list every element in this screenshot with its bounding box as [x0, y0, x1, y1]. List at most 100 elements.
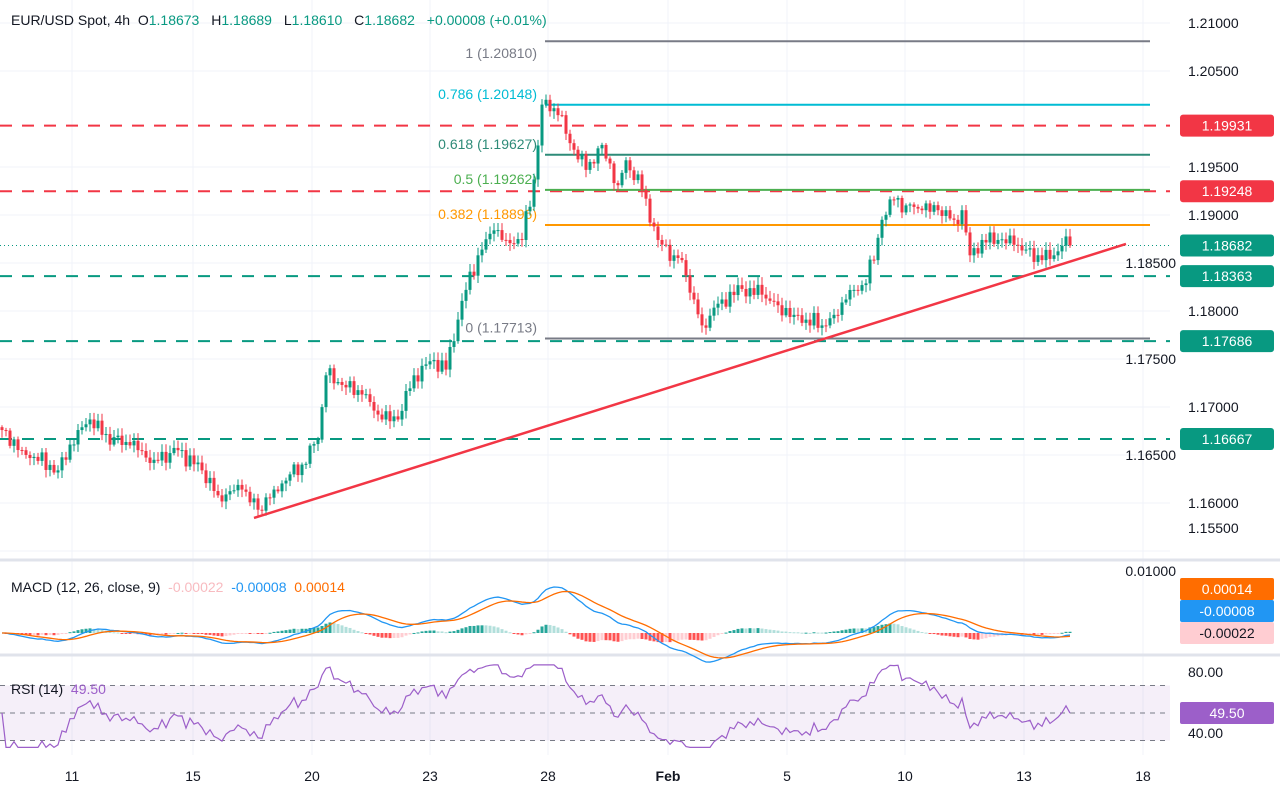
- candle: [148, 449, 152, 471]
- candle: [1032, 240, 1036, 270]
- candle: [52, 460, 56, 475]
- candle: [248, 486, 252, 507]
- macd-histogram-bar: [944, 633, 948, 636]
- macd-histogram-bar: [884, 624, 888, 633]
- candle: [472, 264, 476, 280]
- candle-body: [928, 203, 932, 212]
- macd-signal-line: [1, 590, 1071, 659]
- candle-body: [220, 495, 224, 502]
- macd-histogram-bar: [192, 633, 196, 634]
- candle: [988, 226, 992, 250]
- candle: [1036, 247, 1040, 266]
- candle: [252, 493, 256, 510]
- candle: [336, 378, 340, 386]
- macd-histogram-bar: [656, 633, 660, 643]
- candle-body: [128, 441, 132, 446]
- candle-body: [212, 477, 216, 492]
- macd-histogram-bar: [324, 623, 328, 633]
- candle-body: [400, 410, 404, 420]
- candle: [664, 239, 668, 248]
- macd-histogram-bar: [248, 633, 252, 634]
- candle: [792, 307, 796, 325]
- macd-histogram-bar: [700, 633, 704, 641]
- candle: [624, 157, 628, 180]
- macd-histogram-bar: [316, 627, 320, 633]
- candle-body: [644, 190, 648, 199]
- candle: [780, 297, 784, 322]
- candle: [468, 264, 472, 295]
- candle: [356, 385, 360, 402]
- candle-body: [272, 489, 276, 498]
- candle-body: [664, 244, 668, 246]
- macd-histogram-bar: [736, 628, 740, 633]
- candle: [176, 440, 180, 457]
- macd-histogram-bar: [532, 632, 536, 634]
- candle-body: [40, 452, 44, 461]
- candle: [932, 201, 936, 216]
- candle: [1004, 232, 1008, 250]
- candle-body: [812, 312, 816, 326]
- candle-body: [780, 305, 784, 316]
- macd-histogram-bar: [24, 633, 28, 636]
- candle-body: [304, 463, 308, 465]
- macd-histogram-bar: [764, 629, 768, 633]
- macd-histogram-bar: [540, 626, 544, 633]
- level-price-badge: [1180, 114, 1274, 137]
- candle-body: [28, 454, 32, 459]
- candle: [220, 489, 224, 508]
- macd-histogram-bar: [312, 627, 316, 633]
- candle-body: [240, 484, 244, 490]
- candle: [224, 488, 228, 510]
- macd-histogram-bar: [204, 633, 208, 635]
- candle: [528, 200, 532, 216]
- candle-body: [1036, 255, 1040, 262]
- candle: [808, 312, 812, 333]
- candle: [676, 249, 680, 264]
- macd-title: MACD (12, 26, close, 9): [11, 579, 161, 595]
- candle-body: [968, 232, 972, 256]
- candle-body: [524, 211, 528, 240]
- candle-body: [556, 108, 560, 116]
- candle: [104, 427, 108, 443]
- candle-body: [940, 210, 944, 216]
- macd-histogram-bar: [608, 633, 612, 641]
- macd-histogram-bar: [956, 633, 960, 638]
- candle-body: [784, 307, 788, 316]
- candle-body: [404, 390, 408, 411]
- candle-body: [700, 314, 704, 326]
- macd-histogram-bar: [564, 631, 568, 633]
- candle-body: [704, 325, 708, 328]
- macd-histogram-bar: [1032, 633, 1036, 636]
- candle: [864, 279, 868, 293]
- macd-histogram-bar: [452, 631, 456, 633]
- candle: [584, 150, 588, 178]
- macd-histogram-bar: [1060, 632, 1064, 634]
- macd-histogram-bar: [776, 630, 780, 633]
- macd-histogram-bar: [384, 633, 388, 638]
- level-price-badge: [1180, 427, 1274, 450]
- candle: [364, 388, 368, 399]
- date-axis-tick: 18: [1135, 768, 1151, 784]
- candle: [208, 471, 212, 491]
- macd-histogram-bar: [196, 633, 200, 634]
- candle-body: [68, 444, 72, 460]
- candle: [340, 377, 344, 392]
- candle-body: [576, 149, 580, 160]
- candle: [848, 284, 852, 306]
- candle-body: [764, 294, 768, 299]
- candle: [820, 318, 824, 336]
- macd-histogram-bar: [784, 631, 788, 633]
- candle: [1024, 242, 1028, 254]
- candle: [904, 203, 908, 216]
- macd-histogram-bar: [696, 633, 700, 641]
- candle-body: [72, 444, 76, 446]
- candle: [240, 479, 244, 498]
- candle-body: [820, 325, 824, 328]
- candle-body: [248, 491, 252, 503]
- candle-body: [340, 382, 344, 385]
- macd-histogram-bar: [1048, 633, 1052, 635]
- candle: [144, 443, 148, 462]
- macd-histogram-bar: [308, 627, 312, 633]
- macd-histogram-bar: [816, 632, 820, 634]
